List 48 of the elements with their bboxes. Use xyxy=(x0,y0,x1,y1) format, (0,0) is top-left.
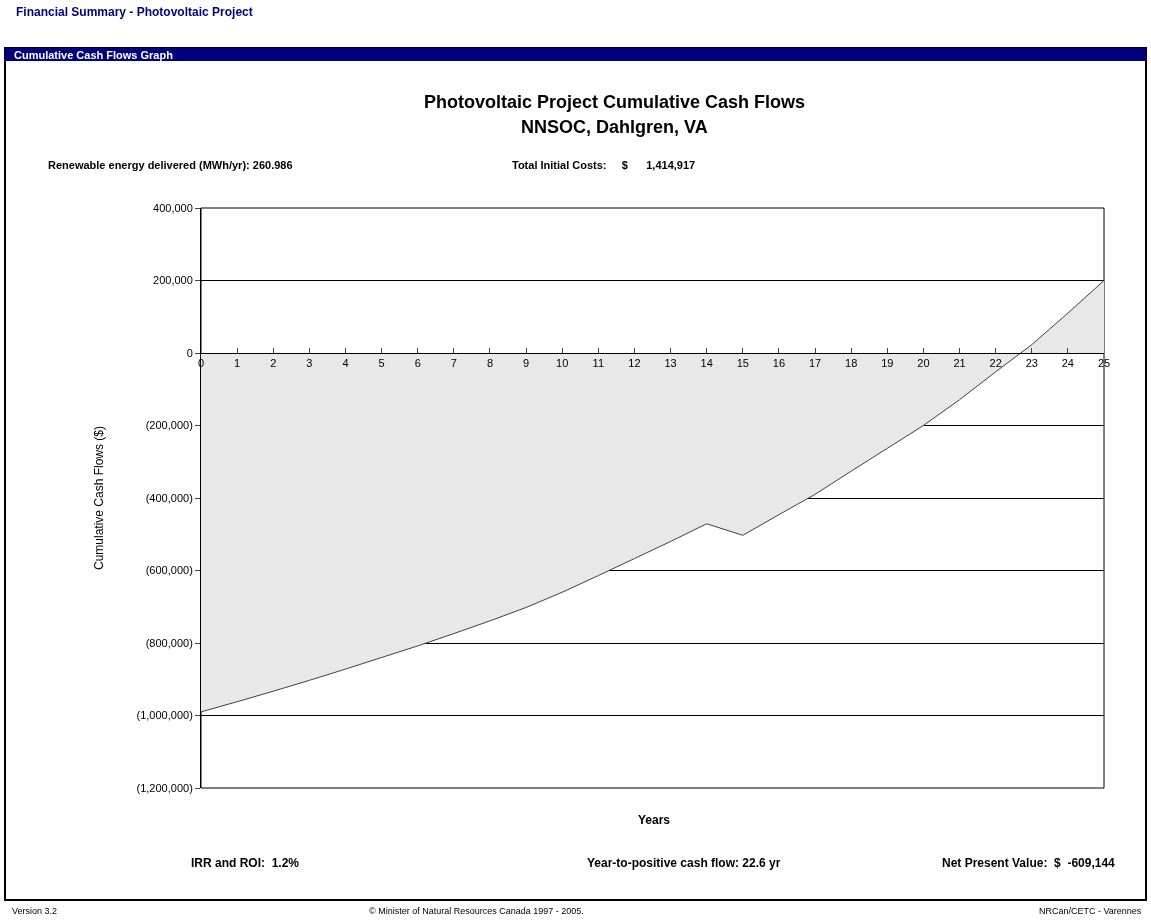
x-tick-label: 23 xyxy=(1025,357,1038,370)
x-tick-label: 12 xyxy=(628,357,641,370)
y-tick-label: (800,000) xyxy=(145,636,193,649)
x-tick-label: 16 xyxy=(772,357,786,370)
text: Year-to-positive cash flow: 22.6 yr xyxy=(587,856,781,870)
y-tick-label: (1,000,000) xyxy=(136,709,193,722)
text: © Minister of Natural Resources Canada 1997 - 2005. xyxy=(369,906,584,916)
y-tick-label: (600,000) xyxy=(145,564,193,577)
y-tick-label: (200,000) xyxy=(145,419,193,432)
x-tick-label: 21 xyxy=(953,357,966,370)
y-tick-label: (400,000) xyxy=(145,491,193,504)
x-tick-label: 1 xyxy=(234,357,241,370)
x-tick-label: 24 xyxy=(1061,357,1075,370)
x-tick-label: 17 xyxy=(808,357,822,370)
text: NRCan/CETC - Varennes xyxy=(1039,906,1142,916)
text: Total Initial Costs: $ 1,414,917 xyxy=(512,159,696,171)
x-tick-label: 20 xyxy=(917,357,930,370)
chart-subtitle: NNSOC, Dahlgren, VA xyxy=(521,117,708,137)
x-tick-label: 15 xyxy=(736,357,749,370)
x-tick-label: 25 xyxy=(1097,357,1111,370)
text: IRR and ROI: 1.2% xyxy=(191,856,300,870)
y-tick-label: 200,000 xyxy=(153,274,193,287)
x-tick-label: 6 xyxy=(414,357,421,370)
y-tick-label: 0 xyxy=(186,346,193,359)
y-tick-label: 400,000 xyxy=(153,201,193,214)
x-tick-label: 4 xyxy=(342,357,349,370)
x-tick-label: 19 xyxy=(881,357,894,370)
x-tick-label: 9 xyxy=(523,357,530,370)
y-axis-title: Cumulative Cash Flows ($) xyxy=(91,425,106,571)
x-tick-label: 14 xyxy=(700,357,713,370)
chart-title: Photovoltaic Project Cumulative Cash Flows xyxy=(424,92,806,112)
x-tick-label: 8 xyxy=(486,357,494,370)
text: Net Present Value: $ -609,144 xyxy=(942,856,1116,870)
x-tick-label: 5 xyxy=(378,357,385,370)
text: Renewable energy delivered (MWh/yr): 260.986 xyxy=(48,159,293,171)
x-axis-title: Years xyxy=(638,813,671,827)
x-tick-label: 2 xyxy=(270,357,277,370)
x-tick-label: 7 xyxy=(450,357,457,370)
y-tick-label: (1,200,000) xyxy=(136,781,193,794)
x-tick-label: 18 xyxy=(845,357,858,370)
x-tick-label: 10 xyxy=(556,357,569,370)
x-tick-label: 3 xyxy=(306,357,313,370)
text: Version 3.2 xyxy=(12,906,58,916)
text: Financial Summary - Photovoltaic Project xyxy=(16,5,253,19)
x-tick-label: 22 xyxy=(989,357,1002,370)
x-tick-label: 13 xyxy=(664,357,677,370)
x-tick-label: 11 xyxy=(592,357,605,370)
text: Cumulative Cash Flows Graph xyxy=(14,49,174,61)
